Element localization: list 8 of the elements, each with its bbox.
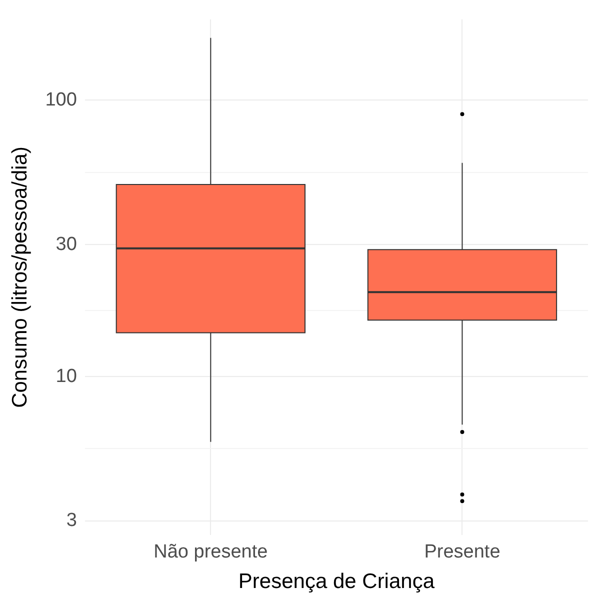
- y-tick-label: 100: [45, 89, 77, 110]
- x-tick-label: Não presente: [154, 542, 268, 563]
- y-tick-label: 30: [56, 234, 77, 255]
- x-tick-label: Presente: [424, 542, 500, 563]
- y-axis-title: Consumo (litros/pessoa/dia): [8, 146, 32, 408]
- y-tick-label: 10: [56, 366, 77, 387]
- x-axis-title: Presença de Criança: [238, 570, 435, 594]
- y-tick-label: 3: [66, 510, 77, 532]
